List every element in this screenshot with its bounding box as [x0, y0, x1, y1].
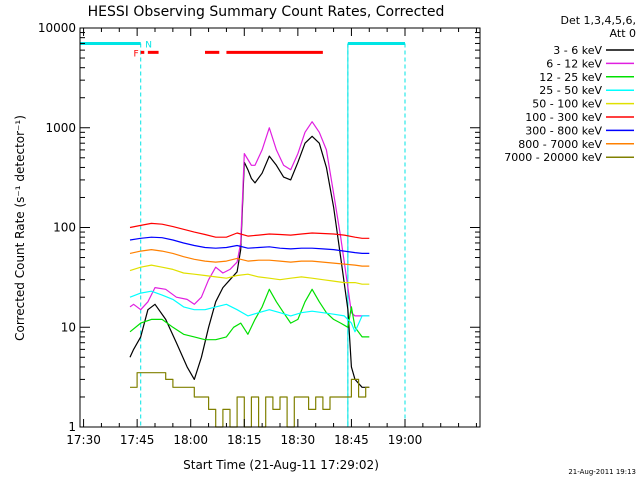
timestamp: 21-Aug-2011 19:13: [568, 468, 636, 476]
flag-label-f: F: [134, 49, 139, 59]
x-tick-label: 18:00: [173, 433, 208, 447]
chart-title: HESSI Observing Summary Count Rates, Cor…: [88, 4, 445, 20]
x-tick-label: 19:00: [388, 433, 423, 447]
series-lines: [129, 121, 370, 428]
series-line-3: [129, 290, 370, 333]
series-line-6: [129, 236, 370, 254]
legend-label-2: 12 - 25 keV: [539, 71, 602, 84]
series-line-8: [130, 372, 370, 428]
x-tick-label: 18:45: [334, 433, 369, 447]
y-axis: 1 10 100 1000 10000: [38, 21, 480, 434]
series-line-5: [129, 222, 370, 239]
legend-label-8: 7000 - 20000 keV: [504, 151, 602, 164]
x-tick-label: 17:45: [120, 433, 155, 447]
y-tick-label: 1: [68, 420, 76, 434]
y-axis-label: Corrected Count Rate (s⁻¹ detector⁻¹): [13, 115, 27, 341]
observing-bars: FN: [79, 40, 406, 427]
series-line-4: [129, 264, 370, 285]
y-tick-label: 1000: [45, 121, 76, 135]
x-tick-label: 18:15: [227, 433, 262, 447]
series-line-1: [129, 121, 370, 317]
y-tick-label: 10: [61, 320, 76, 334]
legend-label-1: 6 - 12 keV: [546, 57, 602, 70]
legend-label-7: 800 - 7000 keV: [518, 138, 602, 151]
legend-header-detectors: Det 1,3,4,5,6,: [560, 14, 636, 27]
y-tick-label: 100: [53, 221, 76, 235]
legend-header-attenuator: Att 0: [610, 27, 636, 40]
legend-label-6: 300 - 800 keV: [525, 124, 602, 137]
plot-frame: [79, 27, 481, 428]
series-line-0: [129, 135, 370, 388]
legend-label-5: 100 - 300 keV: [525, 111, 602, 124]
x-tick-label: 17:30: [66, 433, 101, 447]
y-tick-label: 10000: [38, 21, 76, 35]
legend-label-3: 25 - 50 keV: [539, 84, 602, 97]
x-tick-label: 18:30: [281, 433, 316, 447]
flag-label-n: N: [145, 40, 152, 50]
series-line-2: [129, 288, 370, 341]
legend-label-4: 50 - 100 keV: [532, 98, 602, 111]
series-line-7: [129, 249, 370, 267]
x-axis-label: Start Time (21-Aug-11 17:29:02): [183, 458, 379, 472]
x-axis: 17:30 17:45 18:00 18:15 18:30 18:45 19:00: [66, 28, 477, 447]
legend-label-0: 3 - 6 keV: [553, 44, 602, 57]
